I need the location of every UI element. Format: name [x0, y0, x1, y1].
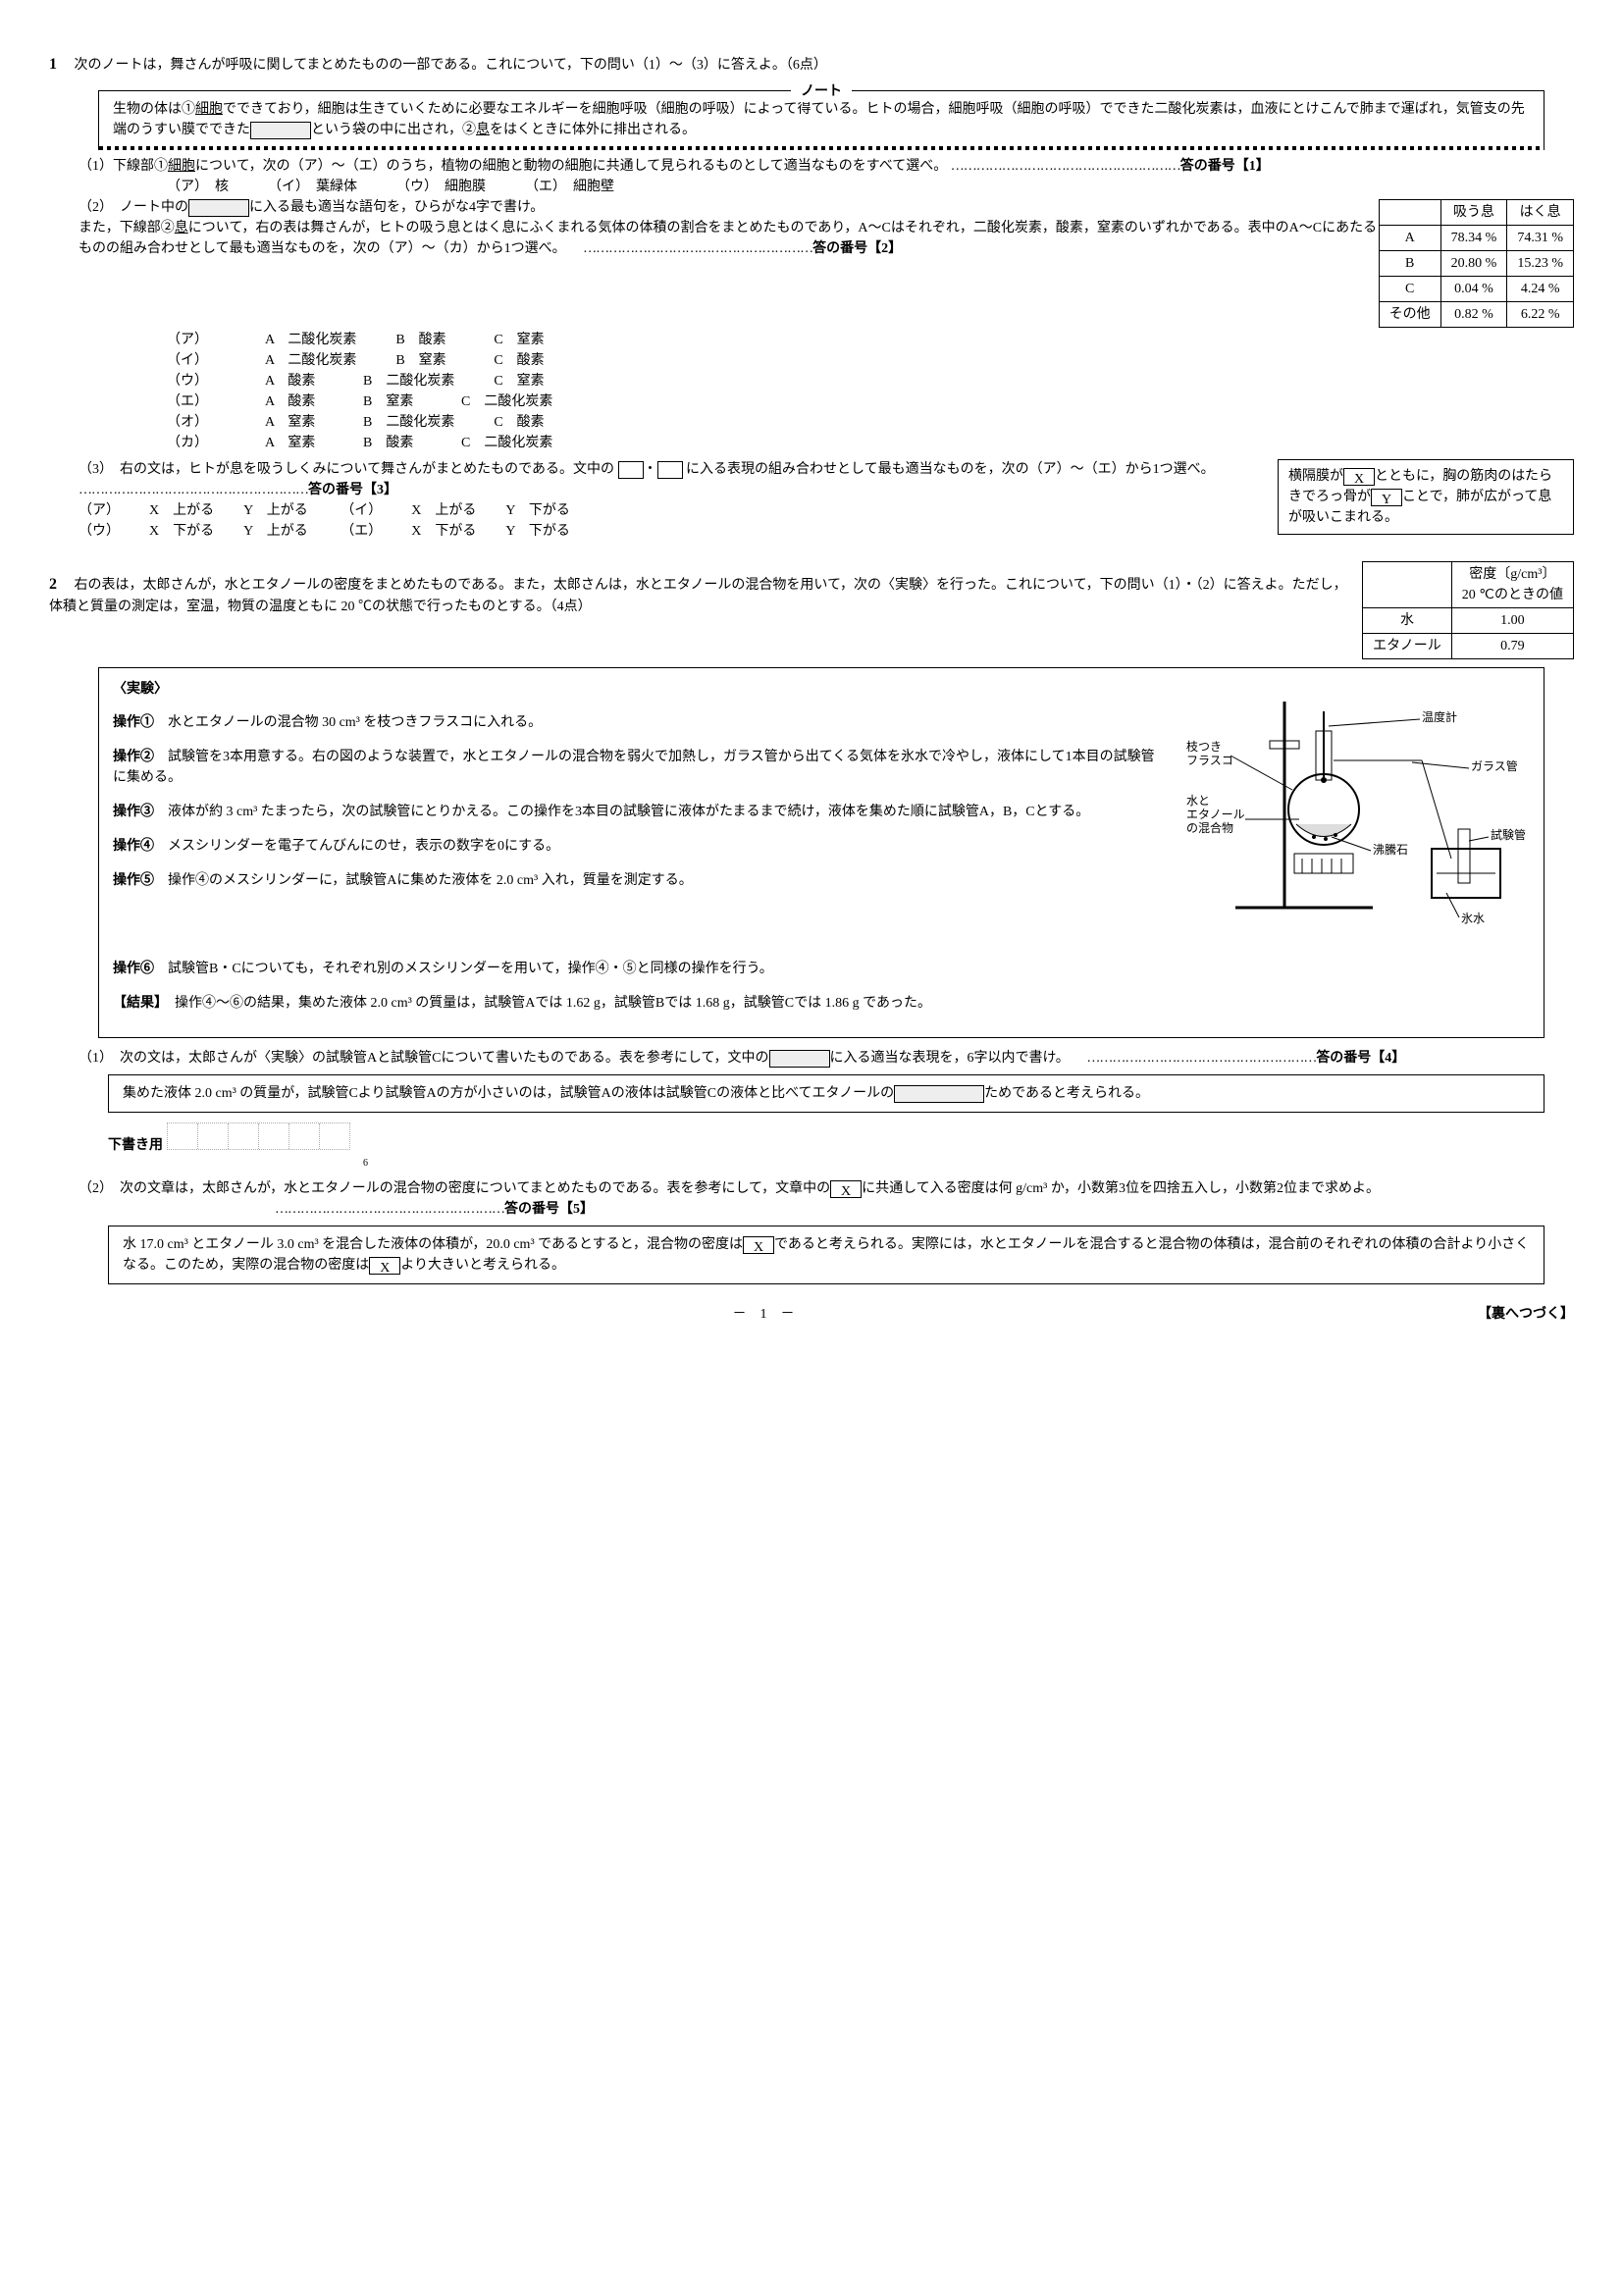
ans-2: 答の番号【2】 [812, 241, 902, 256]
svg-text:試験管: 試験管 [1491, 827, 1526, 842]
experiment-box: 枝つき フラスコ 温度計 水と エタノール の混合物 ガラス管 試験管 沸騰石 … [98, 667, 1544, 1038]
page-number: － 1 － [49, 1304, 1574, 1325]
svg-text:沸騰石: 沸騰石 [1373, 842, 1408, 857]
ans-3: 答の番号【3】 [308, 483, 397, 497]
svg-text:温度計: 温度計 [1422, 709, 1457, 724]
draft-grid [167, 1122, 350, 1150]
q1-sub1: （1）下線部①細胞について，次の（ア）～（エ）のうち，植物の細胞と動物の細胞に共… [79, 156, 1574, 197]
q1-sub3-options: （ア）X 上がるY 上がる （イ）X 上がるY 下がる （ウ）X 下がるY 上が… [79, 500, 1278, 542]
note-box: ノート 生物の体は①細胞でできており，細胞は生きていくために必要なエネルギーを細… [98, 90, 1544, 150]
op6: 操作⑥ 試験管B・Cについても，それぞれ別のメスシリンダーを用いて，操作④・⑤と… [113, 959, 1530, 979]
q2-sub1-box: 集めた液体 2.0 cm³ の質量が，試験管Cより試験管Aの方が小さいのは，試験… [108, 1074, 1544, 1113]
page-footer: 【裏へつづく】 － 1 － [49, 1304, 1574, 1325]
note-title: ノート [791, 81, 852, 102]
apparatus-diagram: 枝つき フラスコ 温度計 水と エタノール の混合物 ガラス管 試験管 沸騰石 … [1177, 682, 1530, 937]
q1-sub2: （2） ノート中のに入る最も適当な語句を，ひらがな4字で書け。 また，下線部②息… [79, 197, 1574, 453]
svg-text:エタノール: エタノール [1186, 808, 1245, 821]
blank-2 [188, 199, 249, 217]
blank-3 [769, 1050, 830, 1068]
q2-number: 2 [49, 576, 57, 593]
continue-label: 【裏へつづく】 [1478, 1304, 1574, 1325]
ans-5: 答の番号【5】 [504, 1202, 594, 1217]
breath-table: 吸う息はく息 A78.34 %74.31 % B20.80 %15.23 % C… [1379, 199, 1574, 328]
ans-1: 答の番号【1】 [1180, 159, 1270, 174]
question-2: 2 右の表は，太郎さんが，水とエタノールの密度をまとめたものである。また，太郎さ… [49, 559, 1574, 1284]
flask-diagram-icon: 枝つき フラスコ 温度計 水と エタノール の混合物 ガラス管 試験管 沸騰石 … [1177, 682, 1530, 937]
draft-area: 下書き用 6 [108, 1122, 1574, 1171]
svg-text:ガラス管: ガラス管 [1471, 758, 1518, 773]
underline-cells: 細胞 [195, 102, 223, 117]
ans-4: 答の番号【4】 [1316, 1051, 1405, 1066]
underline-breath: 息 [476, 123, 490, 137]
question-1: 1 次のノートは，舞さんが呼吸に関してまとめたものの一部である。これについて，下… [49, 53, 1574, 542]
q1-number: 1 [49, 56, 57, 73]
q2-sub1: （1） 次の文は，太郎さんが〈実験〉の試験管Aと試験管Cについて書いたものである… [79, 1048, 1574, 1171]
dots [951, 159, 1180, 174]
blank-x [618, 461, 644, 479]
svg-text:枝つき: 枝つき [1186, 739, 1222, 754]
q1-stem: 1 次のノートは，舞さんが呼吸に関してまとめたものの一部である。これについて，下… [49, 53, 1574, 77]
side-y: Y [1371, 489, 1402, 506]
blank-1 [250, 122, 311, 139]
svg-text:の混合物: の混合物 [1186, 820, 1233, 835]
blank-y [657, 461, 683, 479]
q1-sub1-options: （ア） 核 （イ） 葉緑体 （ウ） 細胞膜 （エ） 細胞壁 [167, 177, 1574, 197]
q1-sub2-options: （ア）A 二酸化炭素B 酸素C 窒素 （イ）A 二酸化炭素B 窒素C 酸素 （ウ… [79, 330, 1574, 453]
svg-text:水と: 水と [1186, 794, 1210, 808]
blank-x2: X [830, 1180, 862, 1198]
svg-text:フラスコ: フラスコ [1186, 754, 1233, 767]
q2-sub2: （2） 次の文章は，太郎さんが，水とエタノールの混合物の密度についてまとめたもの… [79, 1178, 1574, 1284]
q1-sub3: （3） 右の文は，ヒトが息を吸うしくみについて舞さんがまとめたものである。文中の… [79, 459, 1574, 542]
note-body: 生物の体は①細胞でできており，細胞は生きていくために必要なエネルギーを細胞呼吸（… [113, 99, 1530, 140]
q2-stem: 2 右の表は，太郎さんが，水とエタノールの密度をまとめたものである。また，太郎さ… [49, 573, 1352, 617]
side-x: X [1343, 468, 1375, 486]
q2-sub2-box: 水 17.0 cm³ とエタノール 3.0 cm³ を混合した液体の体積が，20… [108, 1226, 1544, 1284]
svg-text:氷水: 氷水 [1461, 912, 1485, 925]
result: 【結果】 操作④～⑥の結果，集めた液体 2.0 cm³ の質量は，試験管Aでは … [113, 993, 1530, 1014]
diaphragm-box: 横隔膜がXとともに，胸の筋肉のはたらきでろっ骨がYことで，肺が広がって息が吸いこ… [1278, 459, 1574, 535]
density-table: 密度〔g/cm³〕20 ℃のときの値 水1.00 エタノール0.79 [1362, 561, 1574, 659]
blank-4 [894, 1085, 984, 1103]
